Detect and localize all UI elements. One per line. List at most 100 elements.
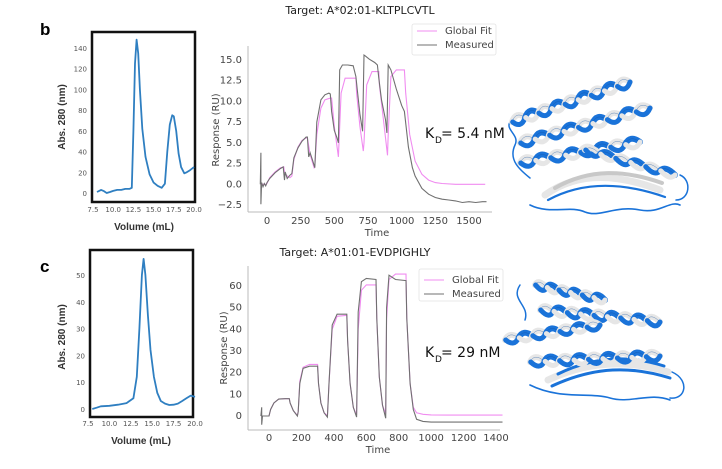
spr-c-legend-measured: Measured xyxy=(452,289,501,300)
sec-c-yticks: 0 10 20 30 40 50 xyxy=(76,272,85,414)
spr-c-kd-sub: D xyxy=(435,355,442,365)
loop-strand xyxy=(508,121,531,179)
sec-c-xticks: 7.5 10.0 12.5 15.0 17.5 20.0 xyxy=(82,420,202,428)
spr-c-xlabel: Time xyxy=(365,445,390,456)
spr-c-ytick-label: 40 xyxy=(229,324,242,335)
loop-strand xyxy=(529,384,671,401)
sec-b-ytick-label: 140 xyxy=(74,45,87,53)
beta-sheet-edge xyxy=(546,184,667,202)
sec-b-ylabel: Abs. 280 (nm) xyxy=(57,84,68,150)
spr-c-ytick-label: 0 xyxy=(236,411,242,422)
spr-c-xtick-label: 200 xyxy=(292,433,311,444)
sec-b-ytick-label: 20 xyxy=(78,169,87,177)
spr-b-ytick-label: 15.0 xyxy=(220,55,242,66)
spr-b-legend-box xyxy=(411,23,497,56)
sec-b-ytick-label: 40 xyxy=(78,149,87,157)
sec-c-xtick-label: 10.0 xyxy=(102,420,118,428)
spr-b-ytick-label: 10.0 xyxy=(220,96,242,107)
spr-b-xtick-label: 500 xyxy=(325,216,344,227)
sec-b-xtick-label: 7.5 xyxy=(87,206,98,214)
sec-b-xticks: 7.5 10.0 12.5 15.0 17.5 20.0 xyxy=(87,206,201,214)
sec-b-xtick-label: 17.5 xyxy=(166,206,182,214)
spr-c-ytick-label: 60 xyxy=(229,281,242,292)
spr-c-ytick-label: 50 xyxy=(229,303,242,314)
spr-chart-c: Target: A*01:01-EVDPIGHLY 0102030405060 … xyxy=(219,246,509,456)
spr-c-xtick-label: 800 xyxy=(389,433,408,444)
sec-b-xlabel: Volume (mL) xyxy=(114,222,174,233)
struct-c-helix-back xyxy=(644,318,663,329)
spr-c-xtick-label: 1200 xyxy=(451,433,476,444)
spr-b-xtick-label: 750 xyxy=(358,216,377,227)
sec-c-ytick-label: 0 xyxy=(81,406,85,414)
panel-letter-b: b xyxy=(40,20,50,39)
protein-structure-c xyxy=(502,279,685,401)
struct-b-helix-back xyxy=(623,139,643,151)
spr-c-xtick-label: 1400 xyxy=(483,433,508,444)
loop-strand xyxy=(675,174,689,201)
spr-b-ytick-label: 0.0 xyxy=(226,179,242,190)
sec-b-xtick-label: 20.0 xyxy=(186,206,202,214)
spr-b-yticks: −2.5 0.0 2.5 5.0 7.5 10.0 12.5 15.0 xyxy=(218,55,242,211)
struct-c-helix-back xyxy=(591,295,608,306)
sec-b-ytick-label: 100 xyxy=(74,86,87,94)
spr-b-ytick-label: 12.5 xyxy=(220,76,242,87)
spr-c-legend: Global Fit Measured xyxy=(418,268,504,302)
protein-structure-b xyxy=(508,76,689,215)
struct-c-helix-back xyxy=(643,353,663,364)
sec-chart-c: 0 10 20 30 40 50 7.5 10.0 12.5 15.0 17.5 20.0 Abs.… xyxy=(57,248,203,447)
spr-b-ytick-label: 7.5 xyxy=(226,117,242,128)
sec-b-frame xyxy=(90,30,197,204)
sec-b-ytick-label: 0 xyxy=(83,190,87,198)
spr-b-kd-sub: D xyxy=(435,136,442,146)
spr-b-xtick-label: 1250 xyxy=(423,216,448,227)
sec-c-xtick-label: 15.0 xyxy=(144,420,160,428)
spr-c-legend-box xyxy=(418,268,504,302)
spr-chart-b: Target: A*02:01-KLTPLCVTL −2.5 0.0 2.5 5.0 7… xyxy=(211,4,505,239)
spr-c-xtick-label: 600 xyxy=(357,433,376,444)
sec-b-ytick-label: 80 xyxy=(78,107,87,115)
spr-c-ytick-label: 20 xyxy=(229,368,242,379)
sec-chart-b: 0 20 40 60 80 100 120 140 7.5 10.0 12.5 15.0 17.5 20… xyxy=(57,30,202,233)
spr-b-xtick-label: 250 xyxy=(291,216,310,227)
sec-c-xtick-label: 12.5 xyxy=(123,420,139,428)
sec-c-xtick-label: 20.0 xyxy=(187,420,203,428)
sec-c-xtick-label: 17.5 xyxy=(166,420,182,428)
loop-strand xyxy=(516,284,527,321)
spr-b-legend-fit: Global Fit xyxy=(445,26,492,37)
spr-b-ylabel: Response (RU) xyxy=(211,93,222,166)
sec-b-line xyxy=(96,38,195,194)
spr-c-kd-k: K xyxy=(425,345,435,361)
spr-c-yticks: 0 10 20 30 40 50 60 xyxy=(229,281,242,422)
spr-b-xtick-label: 0 xyxy=(264,216,270,227)
sec-b-ytick-label: 120 xyxy=(74,66,87,74)
sec-c-xtick-label: 7.5 xyxy=(82,420,93,428)
spr-b-kd-k: K xyxy=(425,126,435,142)
struct-c-helix-back xyxy=(584,322,603,333)
struct-b-helix-back xyxy=(615,79,633,92)
spr-c-measured-line xyxy=(260,274,503,425)
sec-c-ytick-label: 30 xyxy=(76,326,85,334)
sec-c-ytick-label: 50 xyxy=(76,272,85,280)
loop-strand xyxy=(669,371,685,399)
spr-b-fit-line xyxy=(260,69,486,185)
spr-c-kd-value: = 29 nM xyxy=(441,345,500,361)
sec-b-ytick-label: 60 xyxy=(78,128,87,136)
sec-b-xtick-label: 10.0 xyxy=(105,206,121,214)
spr-b-measured-line xyxy=(259,53,487,205)
spr-c-ytick-label: 10 xyxy=(229,389,242,400)
spr-b-xtick-label: 1000 xyxy=(389,216,414,227)
spr-b-xtick-label: 1500 xyxy=(456,216,481,227)
spr-b-ytick-label: 2.5 xyxy=(226,159,242,170)
spr-b-kd-annotation: K D = 5.4 nM xyxy=(425,126,505,146)
spr-c-title: Target: A*01:01-EVDPIGHLY xyxy=(279,246,431,259)
sec-c-ylabel: Abs. 280 (nm) xyxy=(57,304,68,370)
spr-b-legend: Global Fit Measured xyxy=(411,23,497,56)
spr-c-ylabel: Response (RU) xyxy=(219,311,230,384)
spr-c-xtick-label: 1000 xyxy=(418,433,443,444)
sec-c-frame xyxy=(88,248,195,419)
sec-c-xlabel: Volume (mL) xyxy=(111,436,171,447)
spr-c-xtick-label: 400 xyxy=(324,433,343,444)
sec-c-ytick-label: 20 xyxy=(76,352,85,360)
panel-letter-c: c xyxy=(40,257,49,276)
beta-sheet xyxy=(553,171,664,190)
